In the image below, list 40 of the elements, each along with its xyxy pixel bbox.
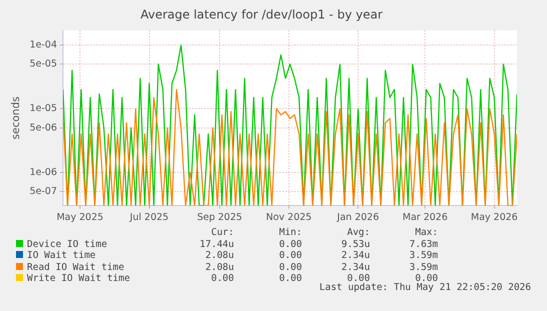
chart-title: Average latency for /dev/loop1 - by year <box>140 7 383 22</box>
text: 3.59m <box>408 250 439 262</box>
text: 2.08u <box>204 250 235 262</box>
text: 2.34u <box>340 250 371 262</box>
y-tick-label: 1e-05 <box>30 103 58 114</box>
text: 0.00 <box>278 273 303 284</box>
x-tick-label: Jan 2026 <box>336 212 380 223</box>
text: Avg: <box>346 227 371 238</box>
legend-label: IO Wait time <box>26 250 97 262</box>
y-axis-title: seconds <box>10 96 22 140</box>
text: 0.00 <box>210 273 235 284</box>
text: 0.00 <box>346 273 370 284</box>
text: 0.00 <box>278 238 303 250</box>
text: 17.44u <box>198 238 235 250</box>
y-tick-label: 5e-06 <box>30 122 58 134</box>
y-tick-label: 1e-04 <box>30 40 58 51</box>
text: 0.00 <box>278 250 303 262</box>
text: Max: <box>414 227 439 238</box>
text: Min: <box>278 227 303 238</box>
text: 7.63m <box>408 238 439 250</box>
text: 9.53u <box>340 238 371 250</box>
y-tick-label: 5e-07 <box>30 186 58 197</box>
text: 3.59m <box>408 262 439 273</box>
x-tick-label: Mar 2026 <box>402 212 448 223</box>
x-tick-label: Jul 2025 <box>128 212 169 223</box>
x-tick-label: Nov 2025 <box>266 212 312 223</box>
x-tick-label: May 2026 <box>470 212 518 223</box>
text: Cur: <box>210 227 235 238</box>
legend-label: Write IO Wait time <box>26 273 131 284</box>
x-tick-label: May 2025 <box>56 212 104 223</box>
text: 2.34u <box>340 262 371 273</box>
text: 2.08u <box>204 262 235 273</box>
y-tick-label: 5e-05 <box>30 58 58 70</box>
text: Last update: Thu May 21 22:05:20 2026 <box>319 282 531 293</box>
text: 0.00 <box>414 273 439 284</box>
legend-label: Read IO Wait time <box>26 262 126 273</box>
y-tick-label: 1e-06 <box>30 166 58 178</box>
x-tick-label: Sep 2025 <box>197 212 242 223</box>
text: 0.00 <box>278 262 303 273</box>
legend-label: Device IO time <box>26 238 108 250</box>
